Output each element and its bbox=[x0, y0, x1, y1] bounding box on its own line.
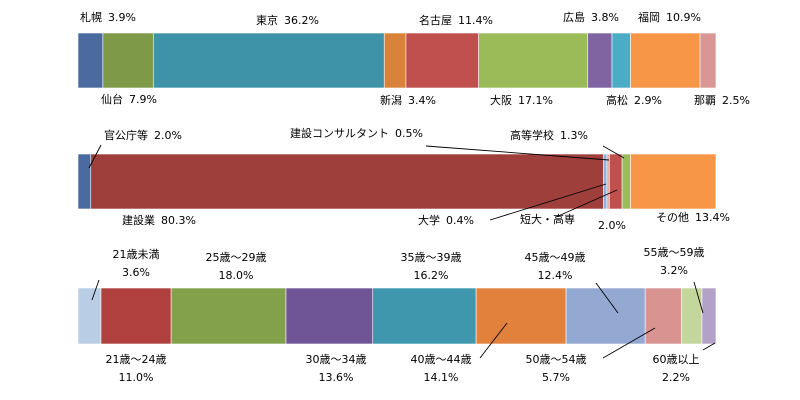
leader-line bbox=[91, 279, 100, 301]
bar-segment-1-5 bbox=[405, 32, 479, 89]
segment-label: 仙台 7.9% bbox=[101, 92, 157, 106]
segment-pct: 3.6% bbox=[122, 266, 150, 279]
segment-pct: 14.1% bbox=[424, 371, 459, 384]
segment-pct: 12.4% bbox=[538, 269, 573, 282]
leader-line bbox=[693, 281, 704, 314]
segment-label: 建設業 80.3% bbox=[122, 213, 196, 227]
segment-name: 21歳未満 bbox=[113, 248, 160, 261]
segment-label: 名古屋 11.4% bbox=[419, 13, 493, 27]
segment-name: 短大・高専 bbox=[520, 212, 575, 226]
segment-label: 札幌 3.9% bbox=[80, 10, 136, 24]
bar-segment-3-3 bbox=[170, 287, 287, 345]
segment-name: 21歳～24歳 bbox=[106, 353, 167, 366]
bar-segment-1-6 bbox=[478, 32, 589, 89]
bar-segment-1-1 bbox=[77, 32, 104, 89]
bar-segment-1-3 bbox=[152, 32, 385, 89]
segment-label: 高松 2.9% bbox=[606, 93, 662, 107]
bar-segment-3-10 bbox=[701, 287, 717, 345]
bar-segment-3-1 bbox=[77, 287, 102, 345]
leader-line bbox=[602, 145, 625, 159]
bar-segment-1-4 bbox=[383, 32, 407, 89]
segment-name: 60歳以上 bbox=[653, 353, 700, 366]
segment-pct: 16.2% bbox=[414, 269, 449, 282]
bar-segment-1-9 bbox=[630, 32, 701, 89]
leader-lines bbox=[88, 144, 716, 359]
segment-name: 50歳～54歳 bbox=[526, 353, 587, 366]
bar-segment-2-5 bbox=[609, 153, 623, 210]
bar-segment-2-1 bbox=[77, 153, 92, 210]
segment-label: 那覇 2.5% bbox=[694, 94, 750, 107]
leader-line bbox=[555, 189, 618, 218]
leader-line bbox=[479, 322, 508, 359]
segment-pct: 18.0% bbox=[219, 269, 254, 282]
segment-pct: 13.6% bbox=[319, 371, 354, 384]
segment-label: 広島 3.8% bbox=[563, 10, 619, 24]
leader-line bbox=[702, 342, 716, 351]
segment-label: 大阪 17.1% bbox=[490, 93, 553, 107]
bar-segment-2-2 bbox=[90, 153, 604, 210]
leader-line bbox=[88, 144, 102, 169]
bar-segment-3-4 bbox=[285, 287, 374, 345]
bar-segment-2-3 bbox=[603, 153, 608, 210]
segment-label: 高等学校 1.3% bbox=[510, 128, 588, 142]
segment-label: 東京 36.2% bbox=[256, 13, 319, 27]
segment-pct: 11.0% bbox=[119, 371, 154, 384]
bar-segment-1-7 bbox=[587, 32, 613, 89]
segment-pct: 2.0% bbox=[598, 219, 626, 232]
segment-name: 25歳～29歳 bbox=[206, 251, 267, 264]
bar-segment-2-7 bbox=[630, 153, 717, 210]
bar-segment-1-2 bbox=[102, 32, 154, 89]
bar-segment-3-7 bbox=[565, 287, 646, 345]
segment-label: 大学 0.4% bbox=[418, 213, 474, 227]
segment-pct: 5.7% bbox=[542, 371, 570, 384]
leader-line bbox=[595, 282, 619, 314]
bar-segment-3-8 bbox=[644, 287, 682, 345]
leader-line bbox=[425, 145, 610, 161]
segment-label: 官公庁等 2.0% bbox=[104, 128, 182, 142]
bars-layer bbox=[77, 32, 717, 345]
segment-pct: 2.2% bbox=[662, 371, 690, 384]
segment-label: 福岡 10.9% bbox=[638, 10, 701, 24]
segment-pct: 3.2% bbox=[660, 264, 688, 277]
segment-name: 35歳～39歳 bbox=[401, 251, 462, 264]
bar-segment-2-6 bbox=[621, 153, 631, 210]
bar-segment-1-10 bbox=[699, 32, 717, 89]
segment-label: その他 13.4% bbox=[656, 211, 730, 224]
bar-segment-3-9 bbox=[681, 287, 703, 345]
segment-name: 55歳～59歳 bbox=[644, 246, 705, 259]
bar-segment-3-6 bbox=[475, 287, 567, 345]
segment-name: 40歳～44歳 bbox=[411, 353, 472, 366]
labels-layer: 札幌 3.9% 仙台 7.9% 東京 36.2% 新潟 3.4% 名古屋 11.4% 大阪 17.1%… bbox=[80, 10, 750, 384]
bar-segment-3-5 bbox=[372, 287, 477, 345]
segment-name: 45歳～49歳 bbox=[525, 251, 586, 264]
bar-segment-2-4 bbox=[606, 153, 610, 210]
segment-label: 新潟 3.4% bbox=[380, 93, 436, 107]
bar-segment-1-8 bbox=[611, 32, 631, 89]
segment-name: 30歳～34歳 bbox=[306, 353, 367, 366]
segment-label: 建設コンサルタント 0.5% bbox=[290, 126, 423, 140]
bar-segment-3-2 bbox=[100, 287, 172, 345]
leader-line bbox=[489, 183, 607, 221]
leader-line bbox=[602, 327, 656, 359]
